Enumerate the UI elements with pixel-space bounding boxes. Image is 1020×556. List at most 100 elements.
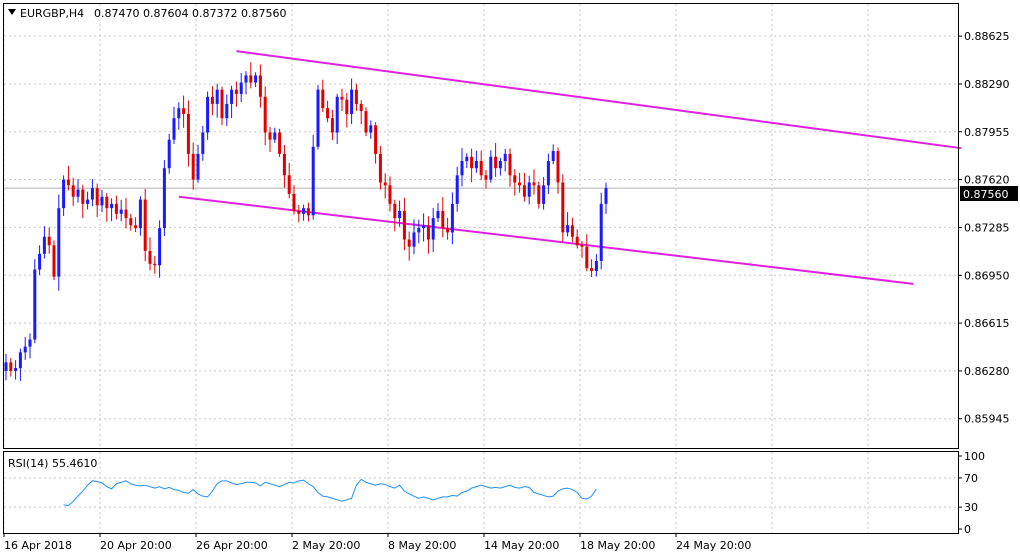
- chart-header: EURGBP,H4 0.87470 0.87604 0.87372 0.8756…: [8, 7, 286, 20]
- candle-body: [369, 125, 373, 133]
- dropdown-triangle-icon[interactable]: [8, 9, 16, 15]
- candle: [158, 220, 162, 278]
- candle: [47, 227, 51, 254]
- candle-body: [110, 203, 114, 209]
- candle: [114, 195, 118, 220]
- candle-body: [114, 203, 118, 214]
- candle-body: [446, 228, 450, 233]
- candle: [388, 176, 392, 212]
- candle: [215, 83, 219, 118]
- candle: [182, 95, 186, 128]
- candle: [470, 148, 474, 183]
- candle: [124, 198, 128, 229]
- candle: [278, 128, 282, 157]
- candle-body: [9, 362, 13, 371]
- price-tick-label: 0.87285: [964, 221, 1010, 234]
- current-price-box: [960, 186, 1018, 201]
- candle-body: [282, 153, 286, 176]
- candle-body: [263, 96, 267, 133]
- candle-body: [129, 218, 133, 226]
- candle: [546, 153, 550, 194]
- candle: [374, 122, 378, 164]
- candle-body: [537, 185, 541, 204]
- rsi-tick-label: 0: [964, 523, 971, 536]
- candle: [489, 150, 493, 183]
- candle-body: [239, 82, 243, 94]
- rsi-label: RSI(14) 55.4610: [8, 457, 97, 470]
- candle-body: [556, 151, 560, 183]
- candle-body: [474, 161, 478, 169]
- candle: [326, 100, 330, 123]
- candle: [81, 184, 85, 218]
- candle-body: [393, 203, 397, 219]
- candle: [503, 148, 507, 172]
- time-tick-label: 20 Apr 20:00: [100, 539, 172, 552]
- candle: [234, 81, 238, 107]
- candle: [311, 134, 315, 220]
- rsi-tick-label: 70: [964, 472, 978, 485]
- candle: [95, 183, 99, 217]
- candle: [594, 254, 598, 277]
- candle-body: [566, 225, 570, 233]
- candle-body: [254, 75, 258, 83]
- candle: [66, 165, 70, 191]
- candle: [273, 127, 277, 143]
- time-tick-label: 16 Apr 2018: [4, 539, 72, 552]
- candle-body: [417, 228, 421, 233]
- candle-body: [182, 108, 186, 114]
- price-tick-label: 0.86280: [964, 365, 1010, 378]
- candle-body: [575, 236, 579, 246]
- candle: [527, 175, 531, 205]
- candle: [4, 353, 8, 381]
- ohlc-values: 0.87470 0.87604 0.87372 0.87560: [94, 7, 286, 20]
- candle: [604, 182, 608, 214]
- candle-body: [465, 156, 469, 162]
- candle: [110, 198, 114, 222]
- candle: [52, 240, 56, 281]
- candle-body: [532, 182, 536, 186]
- candle-body: [561, 182, 565, 233]
- candle: [566, 212, 570, 237]
- candle-body: [522, 185, 526, 197]
- candle: [244, 71, 248, 95]
- candle: [551, 144, 555, 165]
- candle-body: [177, 108, 181, 119]
- channel-line-upper: [236, 50, 962, 150]
- candle-body: [57, 208, 61, 277]
- candle: [100, 189, 104, 213]
- candle: [148, 237, 152, 271]
- candle-body: [551, 151, 555, 162]
- candle: [143, 188, 147, 262]
- candle: [580, 240, 584, 258]
- candle-body: [119, 209, 123, 214]
- candle: [129, 213, 133, 231]
- candle: [119, 199, 123, 222]
- candle: [42, 226, 46, 259]
- candle-body: [412, 232, 416, 247]
- candle-body: [311, 146, 315, 216]
- candle-body: [436, 211, 440, 219]
- candle-body: [398, 211, 402, 219]
- candle: [249, 62, 253, 89]
- candle-body: [450, 203, 454, 233]
- candle: [57, 194, 61, 291]
- candle: [186, 100, 190, 167]
- candle: [599, 192, 603, 270]
- candle-body: [47, 236, 51, 246]
- candle: [321, 79, 325, 113]
- candle-body: [585, 246, 589, 269]
- candle-body: [494, 156, 498, 169]
- time-tick-label: 14 May 20:00: [484, 539, 559, 552]
- candle: [450, 192, 454, 245]
- candle: [18, 348, 22, 381]
- candle: [191, 142, 195, 190]
- candle-body: [402, 211, 406, 240]
- candle-body: [330, 118, 334, 133]
- candle-body: [364, 111, 368, 133]
- candle-body: [23, 346, 27, 353]
- candle-body: [484, 175, 488, 180]
- candle-body: [134, 225, 138, 229]
- candle-body: [542, 185, 546, 204]
- candle-body: [138, 199, 142, 229]
